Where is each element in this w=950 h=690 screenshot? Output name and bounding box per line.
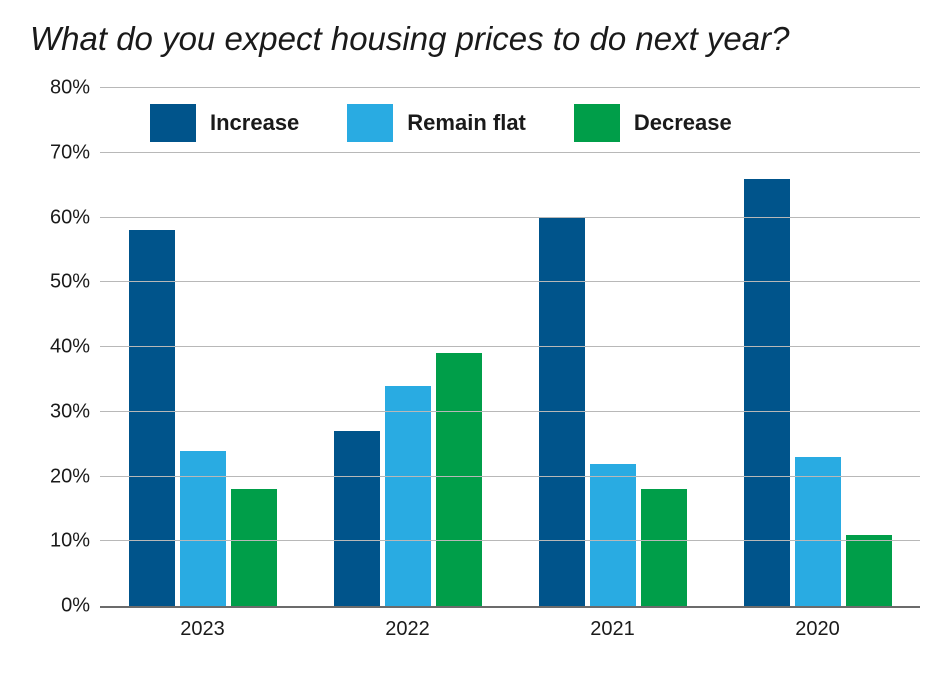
gridline — [100, 476, 920, 477]
x-axis-category-label: 2021 — [590, 606, 635, 641]
bar — [590, 464, 636, 606]
y-axis-tick-label: 50% — [50, 271, 100, 294]
x-axis-category-label: 2022 — [385, 606, 430, 641]
bar-group: 2021 — [510, 88, 715, 606]
bar-group: 2020 — [715, 88, 920, 606]
bar — [641, 489, 687, 606]
plot-area: 2023202220212020 IncreaseRemain flatDecr… — [100, 88, 920, 608]
y-axis-tick-label: 70% — [50, 141, 100, 164]
bar — [180, 451, 226, 606]
gridline — [100, 346, 920, 347]
bar — [385, 386, 431, 606]
bar — [539, 218, 585, 607]
x-axis-category-label: 2020 — [795, 606, 840, 641]
chart-area: 2023202220212020 IncreaseRemain flatDecr… — [40, 88, 920, 648]
bar-group: 2022 — [305, 88, 510, 606]
gridline — [100, 281, 920, 282]
y-axis-tick-label: 20% — [50, 465, 100, 488]
chart-container: What do you expect housing prices to do … — [0, 0, 950, 690]
bar — [334, 431, 380, 606]
y-axis-tick-label: 0% — [61, 595, 100, 618]
bars-layer: 2023202220212020 — [100, 88, 920, 606]
bar — [795, 457, 841, 606]
gridline — [100, 87, 920, 88]
bar — [846, 535, 892, 606]
bar — [744, 179, 790, 606]
gridline — [100, 152, 920, 153]
gridline — [100, 540, 920, 541]
bar — [129, 230, 175, 606]
bar-group: 2023 — [100, 88, 305, 606]
gridline — [100, 411, 920, 412]
gridline — [100, 217, 920, 218]
bar — [436, 353, 482, 606]
chart-title: What do you expect housing prices to do … — [30, 20, 920, 58]
y-axis-tick-label: 80% — [50, 77, 100, 100]
bar — [231, 489, 277, 606]
y-axis-tick-label: 40% — [50, 336, 100, 359]
y-axis-tick-label: 30% — [50, 400, 100, 423]
y-axis-tick-label: 60% — [50, 206, 100, 229]
y-axis-tick-label: 10% — [50, 530, 100, 553]
x-axis-category-label: 2023 — [180, 606, 225, 641]
